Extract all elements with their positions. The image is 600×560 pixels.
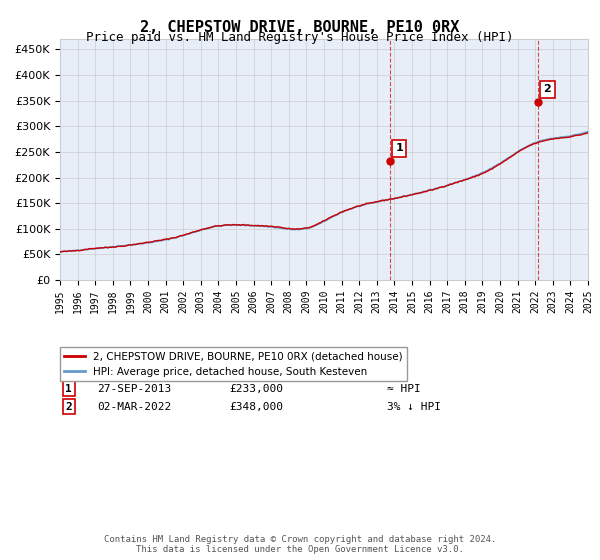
Text: £348,000: £348,000	[229, 402, 283, 412]
Text: 3% ↓ HPI: 3% ↓ HPI	[388, 402, 442, 412]
Text: Contains HM Land Registry data © Crown copyright and database right 2024.
This d: Contains HM Land Registry data © Crown c…	[104, 535, 496, 554]
Text: 1: 1	[395, 143, 403, 153]
Text: 2, CHEPSTOW DRIVE, BOURNE, PE10 0RX: 2, CHEPSTOW DRIVE, BOURNE, PE10 0RX	[140, 20, 460, 35]
Text: £233,000: £233,000	[229, 384, 283, 394]
Text: Price paid vs. HM Land Registry's House Price Index (HPI): Price paid vs. HM Land Registry's House …	[86, 31, 514, 44]
Legend: 2, CHEPSTOW DRIVE, BOURNE, PE10 0RX (detached house), HPI: Average price, detach: 2, CHEPSTOW DRIVE, BOURNE, PE10 0RX (det…	[60, 347, 407, 381]
Text: 1: 1	[65, 384, 72, 394]
Text: 2: 2	[544, 85, 551, 95]
Text: ≈ HPI: ≈ HPI	[388, 384, 421, 394]
Text: 2: 2	[65, 402, 72, 412]
Text: 02-MAR-2022: 02-MAR-2022	[97, 402, 171, 412]
Text: 27-SEP-2013: 27-SEP-2013	[97, 384, 171, 394]
